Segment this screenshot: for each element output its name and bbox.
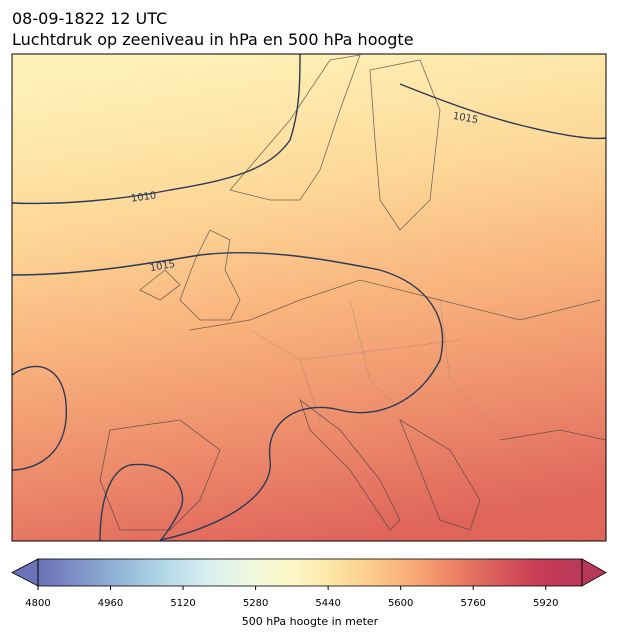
coastline xyxy=(179,229,241,321)
colorbar-tick-label: 5120 xyxy=(170,598,195,609)
colorbar-tick-label: 5760 xyxy=(460,598,485,609)
colorbar-tick-label: 4960 xyxy=(98,598,123,609)
colorbar-tick-label: 4800 xyxy=(25,598,50,609)
coastline xyxy=(99,419,221,531)
coastline xyxy=(139,269,181,301)
coastline xyxy=(189,279,601,331)
isobar-label: 1010 xyxy=(130,190,157,204)
colorbar: 4800 4960 5120 5280 5440 5600 5760 5920 500 hPa … xyxy=(11,558,607,628)
isobar xyxy=(99,463,184,541)
colorbar-extend-high xyxy=(581,558,607,587)
coastline xyxy=(299,398,401,531)
colorbar-frame xyxy=(37,558,583,587)
map-frame xyxy=(11,53,607,542)
isobar xyxy=(12,54,301,205)
coastline xyxy=(369,59,441,231)
border xyxy=(249,299,501,431)
height-field xyxy=(12,54,606,541)
colorbar-tick-label: 5440 xyxy=(315,598,340,609)
coastline xyxy=(229,54,361,201)
isobar xyxy=(12,365,67,471)
coastline xyxy=(399,419,481,531)
colorbar-fill xyxy=(38,559,582,586)
colorbar-tick-label: 5920 xyxy=(533,598,558,609)
colorbar-label: 500 hPa hoogte in meter xyxy=(242,615,379,628)
colorbar-tick-label: 5600 xyxy=(388,598,413,609)
colorbar-tick-label: 5280 xyxy=(243,598,268,609)
title-line: Luchtdruk op zeeniveau in hPa en 500 hPa… xyxy=(12,30,414,49)
title-line: 08-09-1822 12 UTC xyxy=(12,9,167,28)
isobar-label: 1015 xyxy=(149,259,176,274)
isobar xyxy=(12,251,444,541)
map: 1010 1015 1015 xyxy=(12,54,606,541)
coastline xyxy=(499,429,606,441)
isobar xyxy=(399,83,606,140)
isobar-label: 1015 xyxy=(452,111,479,126)
colorbar-extend-low xyxy=(11,558,39,587)
